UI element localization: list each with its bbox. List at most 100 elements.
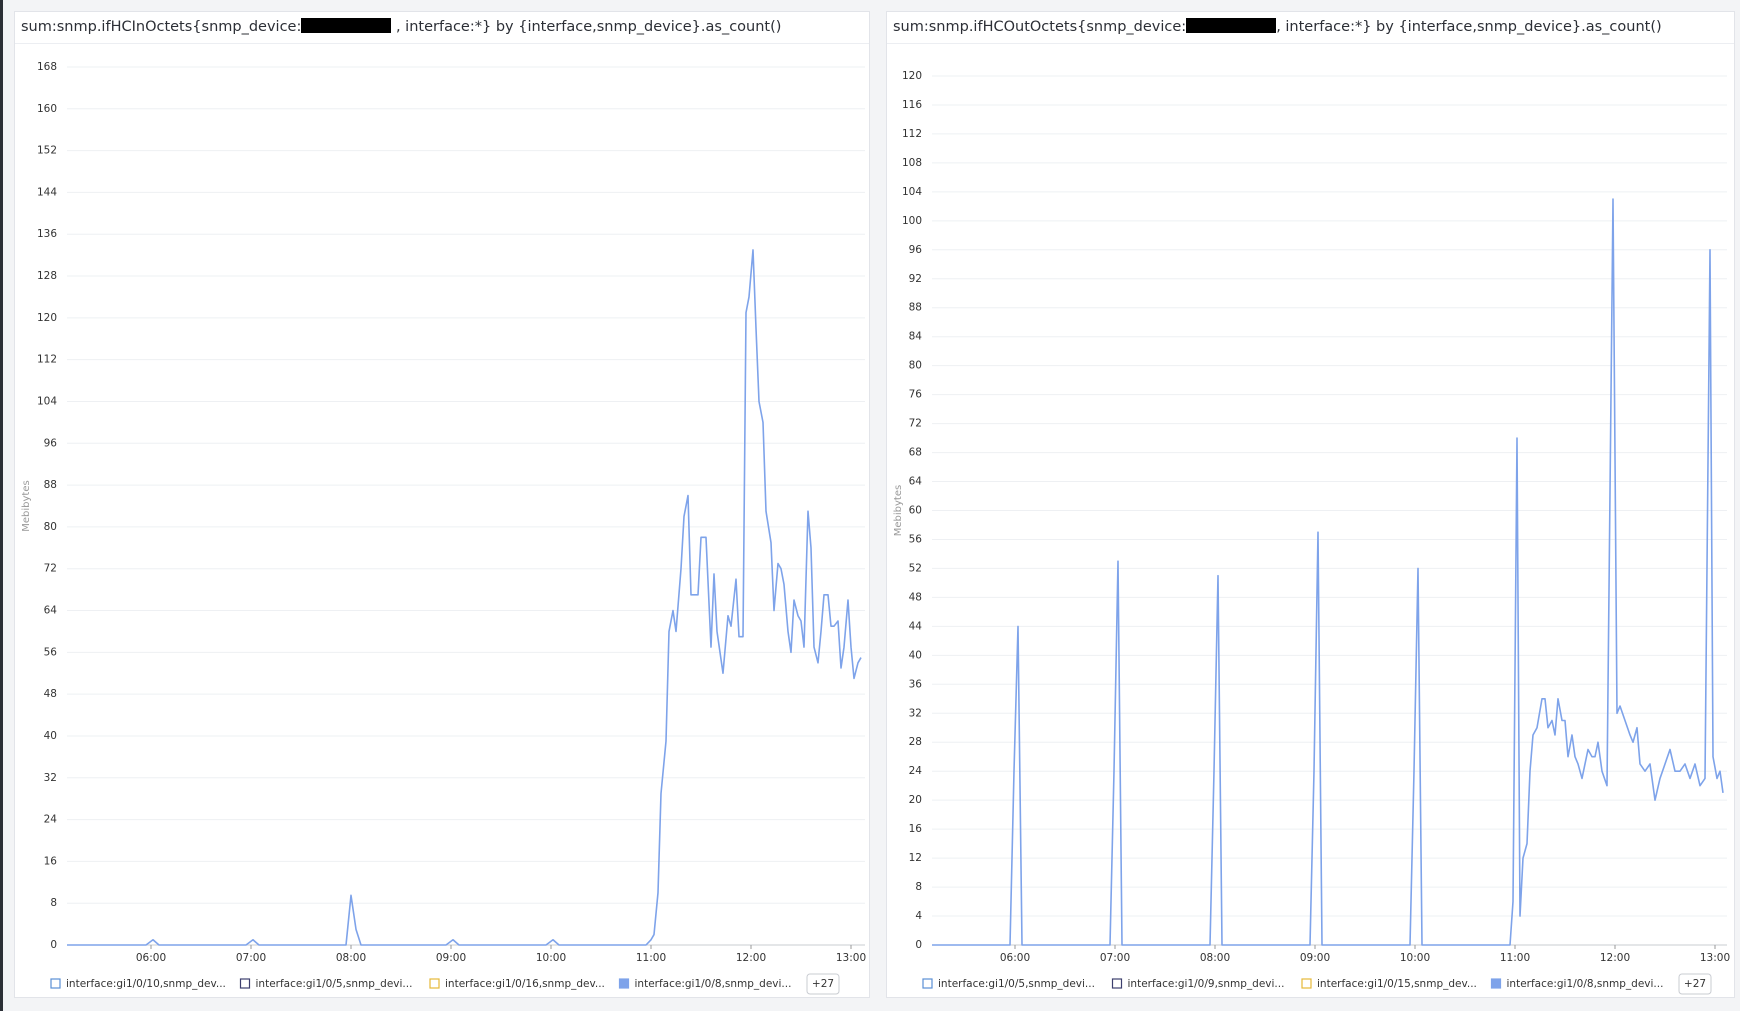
y-tick-label: 88 [44,479,57,491]
y-tick-label: 160 [37,103,57,115]
legend-swatch[interactable] [239,978,251,989]
y-tick-label: 48 [44,688,57,700]
y-tick-label: 68 [909,447,922,459]
x-tick-label: 11:00 [1500,952,1530,964]
x-tick-label: 13:00 [1700,952,1730,964]
x-tick-label: 10:00 [1400,952,1430,964]
x-tick-label: 09:00 [436,952,466,964]
y-tick-label: 112 [37,354,57,366]
legend-swatch[interactable] [618,978,630,989]
y-tick-label: 40 [909,649,922,661]
legend-swatch[interactable] [1111,978,1123,989]
y-tick-label: 64 [909,476,923,488]
more-button[interactable] [1678,973,1712,995]
y-tick-label: 4 [915,910,922,922]
y-tick-label: 120 [902,70,922,82]
y-tick-label: 120 [37,312,57,324]
y-tick-label: 52 [909,562,922,574]
chart: 0 8 16 24 32 40 48 56 64 72 80 88 96 104 112 120 128 136 1… [21,61,866,995]
y-axis-label: Mebibytes [893,485,904,536]
x-tick-label: 08:00 [1200,952,1230,964]
legend-swatch[interactable] [50,978,61,989]
y-tick-label: 100 [902,215,922,227]
y-tick-label: 16 [909,823,923,835]
y-tick-label: 56 [44,646,58,658]
x-tick-label: 07:00 [1100,952,1130,964]
title-text: , interface:*} by {interface,snmp_device… [1276,19,1662,35]
legend-swatch[interactable] [1490,978,1502,989]
y-tick-label: 48 [909,591,922,603]
x-tick-label: 06:00 [1000,952,1030,964]
y-tick-label: 44 [909,620,923,632]
widget-title: sum:snmp.ifHCOutOctets{snmp_device: , int… [887,12,1734,44]
y-tick-label: 28 [909,736,922,748]
y-tick-label: 116 [902,99,922,111]
more-button-label[interactable]: +27 [812,978,834,990]
y-tick-label: 40 [44,730,57,742]
y-tick-label: 84 [909,331,923,343]
x-tick-label: 12:00 [1600,952,1630,964]
y-tick-label: 0 [915,939,922,951]
redaction [301,18,392,33]
widget: sum:snmp.ifHCInOctets{snmp_device: , int… [14,11,870,998]
y-tick-label: 8 [915,881,922,893]
x-tick-label: 09:00 [1300,952,1330,964]
legend-label[interactable]: interface:gi1/0/10,snmp_dev... [66,978,226,990]
y-axis-label: Mebibytes [21,480,32,531]
y-tick-label: 112 [902,128,922,140]
y-tick-label: 80 [44,521,57,533]
title-text: sum:snmp.ifHCInOctets{snmp_device: [21,19,302,35]
legend-label[interactable]: interface:gi1/0/15,snmp_dev... [1317,978,1477,990]
more-button[interactable] [806,973,840,995]
y-tick-label: 56 [909,533,923,545]
redaction [1186,18,1277,33]
legend-swatch[interactable] [1301,978,1312,989]
y-tick-label: 92 [909,273,922,285]
y-tick-label: 104 [37,395,57,407]
x-tick-label: 12:00 [736,952,766,964]
y-tick-label: 32 [909,707,922,719]
x-tick-label: 10:00 [536,952,566,964]
y-tick-label: 96 [44,437,58,449]
title-text: sum:snmp.ifHCOutOctets{snmp_device: [893,19,1187,35]
y-tick-label: 20 [909,794,922,806]
y-tick-label: 16 [44,855,58,867]
legend-label[interactable]: interface:gi1/0/5,snmp_devi... [938,978,1095,990]
y-tick-label: 8 [50,897,57,909]
x-tick-label: 13:00 [836,952,866,964]
legend-label[interactable]: interface:gi1/0/8,snmp_devi... [1507,978,1664,990]
y-tick-label: 80 [909,360,922,372]
y-tick-label: 36 [909,678,923,690]
y-tick-label: 72 [909,418,922,430]
legend-label[interactable]: interface:gi1/0/5,snmp_devi... [256,978,413,990]
y-tick-label: 128 [37,270,57,282]
legend-label[interactable]: interface:gi1/0/16,snmp_dev... [445,978,605,990]
y-tick-label: 24 [909,765,923,777]
y-tick-label: 108 [902,157,922,169]
y-tick-label: 60 [909,505,922,517]
y-tick-label: 104 [902,186,922,198]
y-tick-label: 168 [37,61,57,73]
legend-swatch[interactable] [429,978,440,989]
legend-swatch[interactable] [922,978,933,989]
chart: 0481216202428323640444852566064687276808… [893,70,1730,995]
more-button-label[interactable]: +27 [1684,978,1706,990]
series-line [67,249,862,946]
legend-label[interactable]: interface:gi1/0/9,snmp_devi... [1128,978,1285,990]
series-line [932,198,1724,946]
widget: sum:snmp.ifHCOutOctets{snmp_device: , int… [886,11,1735,998]
y-tick-label: 24 [44,814,58,826]
legend-label[interactable]: interface:gi1/0/8,snmp_devi... [635,978,792,990]
y-tick-label: 32 [44,772,57,784]
y-tick-label: 64 [44,605,58,617]
widget-title: sum:snmp.ifHCInOctets{snmp_device: , int… [15,12,869,44]
y-tick-label: 152 [37,145,57,157]
y-tick-label: 88 [909,302,922,314]
x-tick-label: 11:00 [636,952,666,964]
y-tick-label: 144 [37,186,57,198]
y-tick-label: 12 [909,852,922,864]
y-tick-label: 0 [50,939,57,951]
y-tick-label: 76 [909,389,923,401]
